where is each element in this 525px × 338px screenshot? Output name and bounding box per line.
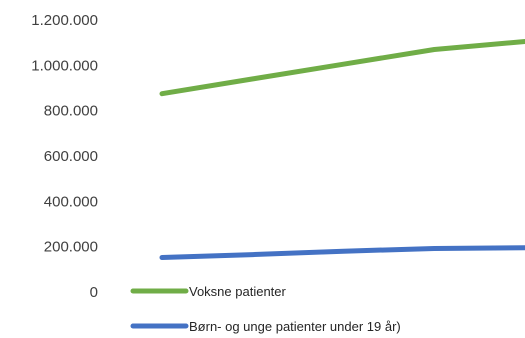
y-tick-label: 600.000 (44, 148, 98, 165)
legend-item-boern: Børn- og unge patienter under 19 år) (130, 319, 401, 334)
series-line-boern (159, 245, 525, 260)
y-tick-label: 1.000.000 (31, 57, 98, 74)
legend-label-boern: Børn- og unge patienter under 19 år) (189, 319, 401, 334)
legend-label-voksne: Voksne patienter (189, 284, 287, 299)
y-tick-label: 200.000 (44, 239, 98, 256)
y-tick-label: 800.000 (44, 103, 98, 120)
y-tick-label: 400.000 (44, 193, 98, 210)
legend: Voksne patienter Børn- og unge patienter… (130, 284, 401, 334)
series-lines (159, 39, 525, 260)
series-line-voksne (159, 39, 525, 97)
legend-item-voksne: Voksne patienter (130, 284, 287, 299)
y-tick-label: 0 (90, 284, 98, 301)
y-tick-label: 1.200.000 (31, 12, 98, 29)
y-axis: 0 200.000 400.000 600.000 800.000 1.000.000 1.… (31, 12, 98, 301)
